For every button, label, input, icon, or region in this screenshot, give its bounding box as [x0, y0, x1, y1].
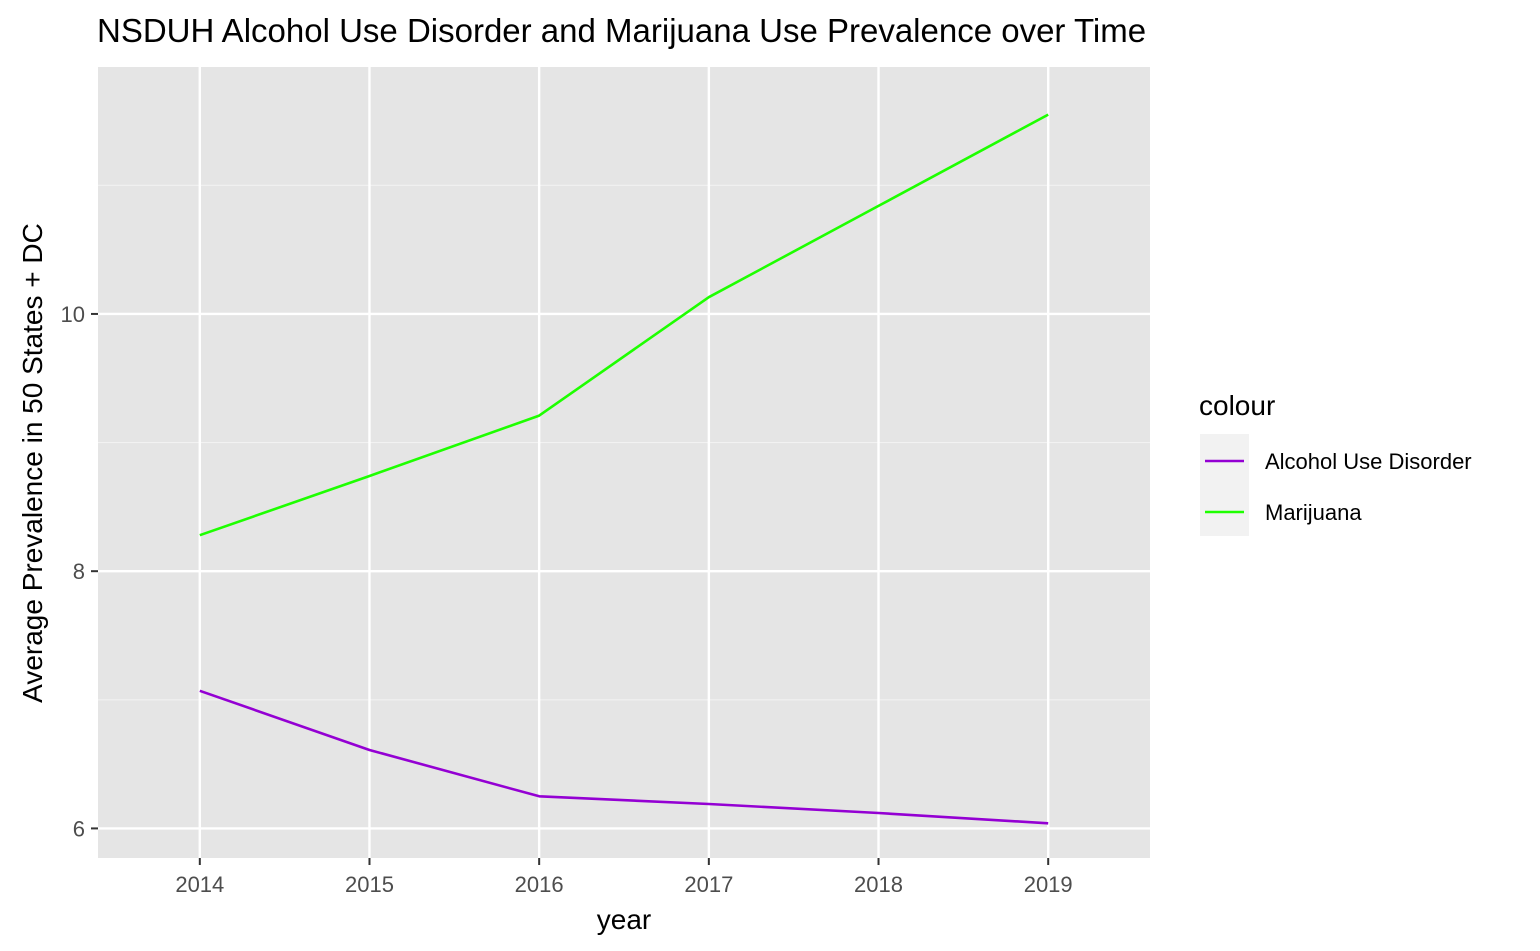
axis-ticks: [91, 312, 1050, 865]
y-tick-label: 6: [73, 816, 85, 841]
series-line: [199, 689, 1049, 825]
x-tick-label: 2017: [684, 872, 733, 897]
legend-title: colour: [1199, 390, 1275, 421]
x-axis-title: year: [597, 904, 651, 935]
x-tick-labels: 2014 2015 2016 2017 2018 2019: [175, 872, 1072, 897]
series-line: [199, 113, 1049, 537]
minor-gridlines: [98, 184, 1150, 701]
y-tick-label: 8: [73, 559, 85, 584]
y-tick-labels: 6 8 10: [61, 302, 85, 841]
x-tick-label: 2016: [515, 872, 564, 897]
chart-title: NSDUH Alcohol Use Disorder and Marijuana…: [97, 12, 1146, 49]
legend-items: Alcohol Use Disorder Marijuana: [1205, 449, 1472, 525]
x-tick-label: 2018: [854, 872, 903, 897]
y-tick-label: 10: [61, 302, 85, 327]
legend-key-background: [1200, 434, 1249, 536]
plot-panel: [98, 67, 1150, 858]
legend-label: Alcohol Use Disorder: [1265, 449, 1472, 474]
series-lines: [199, 113, 1049, 825]
major-gridlines: [98, 67, 1150, 858]
y-axis-title: Average Prevalence in 50 States + DC: [17, 223, 48, 703]
legend-label: Marijuana: [1265, 500, 1362, 525]
x-tick-label: 2015: [345, 872, 394, 897]
legend: colour Alcohol Use Disorder Marijuana: [1199, 390, 1472, 536]
x-tick-label: 2014: [175, 872, 224, 897]
x-tick-label: 2019: [1024, 872, 1073, 897]
